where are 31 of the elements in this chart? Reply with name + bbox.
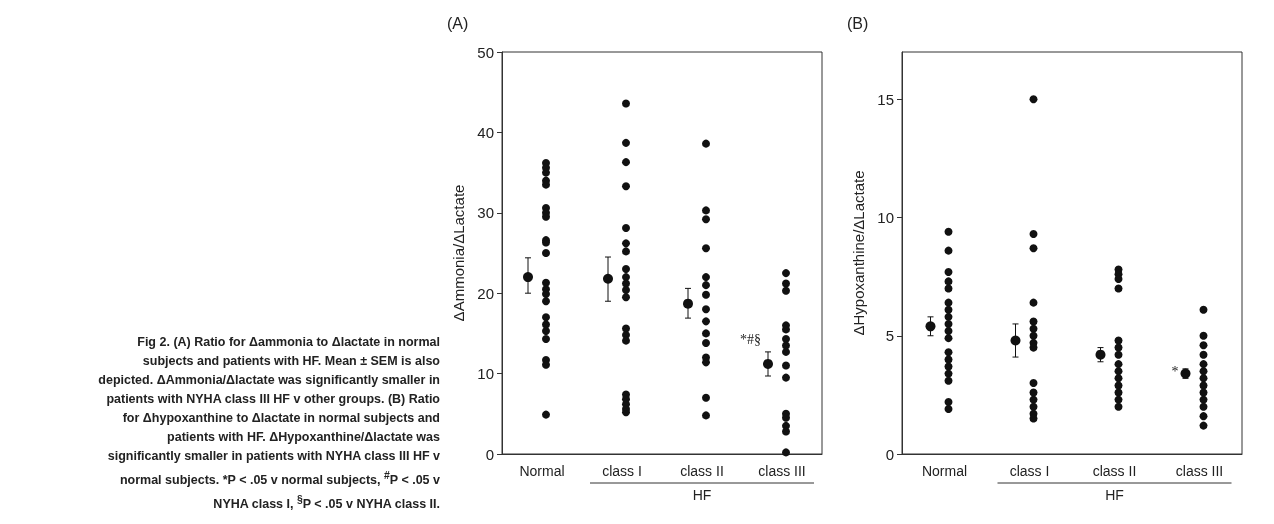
point bbox=[603, 273, 613, 284]
x-tick-label: class III bbox=[758, 463, 806, 479]
y-tick-label: 15 bbox=[877, 90, 894, 108]
annotation: * bbox=[1171, 363, 1179, 379]
text: HF bbox=[692, 487, 712, 503]
x-tick-label: Normal bbox=[921, 463, 968, 479]
y-tick-label: 5 bbox=[885, 327, 894, 345]
y-tick-label: 40 bbox=[477, 123, 494, 141]
y-tick-label: 50 bbox=[477, 43, 494, 61]
text: Fig 2. (A) Ratio for Δammonia to Δlactate in normal subjects and patients with HF. Mean ± SEM is also depicted. ΔAmmonia/Δlactate was significantly smaller in patients with NYHA class III HF v other groups. (B) Ratio for Δhypoxanthine to Δlactate in normal subjects and patients with HF. ΔHypoxanthine/Δlactate was significantly smaller in patients with NYHA class III HF v normal subjects. *P < .05 v normal subjects, $^{#}$P < .05 v NYHA class I, $^{§}$P < .05 v NYHA class II. bbox=[98, 334, 440, 511]
y-tick-label: 20 bbox=[477, 284, 494, 302]
chart-title: (A) bbox=[447, 14, 469, 32]
x-tick-label: class II bbox=[1092, 463, 1137, 479]
x-tick-label: class I bbox=[602, 463, 642, 479]
y-tick-label: 0 bbox=[485, 445, 494, 463]
x-tick-label: class I bbox=[1009, 463, 1050, 479]
point bbox=[763, 358, 773, 369]
annotation: *#§ bbox=[740, 331, 761, 347]
y-tick-label: 30 bbox=[477, 204, 494, 222]
x-tick-label: Normal bbox=[519, 463, 565, 479]
y-tick-label: 10 bbox=[877, 209, 894, 227]
chart-title: (B) bbox=[847, 14, 869, 32]
y-axis-title: ΔAmmonia/ΔLactate bbox=[450, 184, 467, 322]
x-tick-label: class III bbox=[1175, 463, 1224, 479]
y-tick-label: 10 bbox=[477, 365, 494, 383]
y-tick-label: 0 bbox=[885, 445, 894, 463]
y-axis-title: ΔHypoxanthine/ΔLactate bbox=[850, 170, 867, 336]
x-tick-label: class II bbox=[680, 463, 724, 479]
point bbox=[523, 272, 533, 283]
text: HF bbox=[1105, 487, 1124, 503]
point bbox=[683, 298, 693, 309]
